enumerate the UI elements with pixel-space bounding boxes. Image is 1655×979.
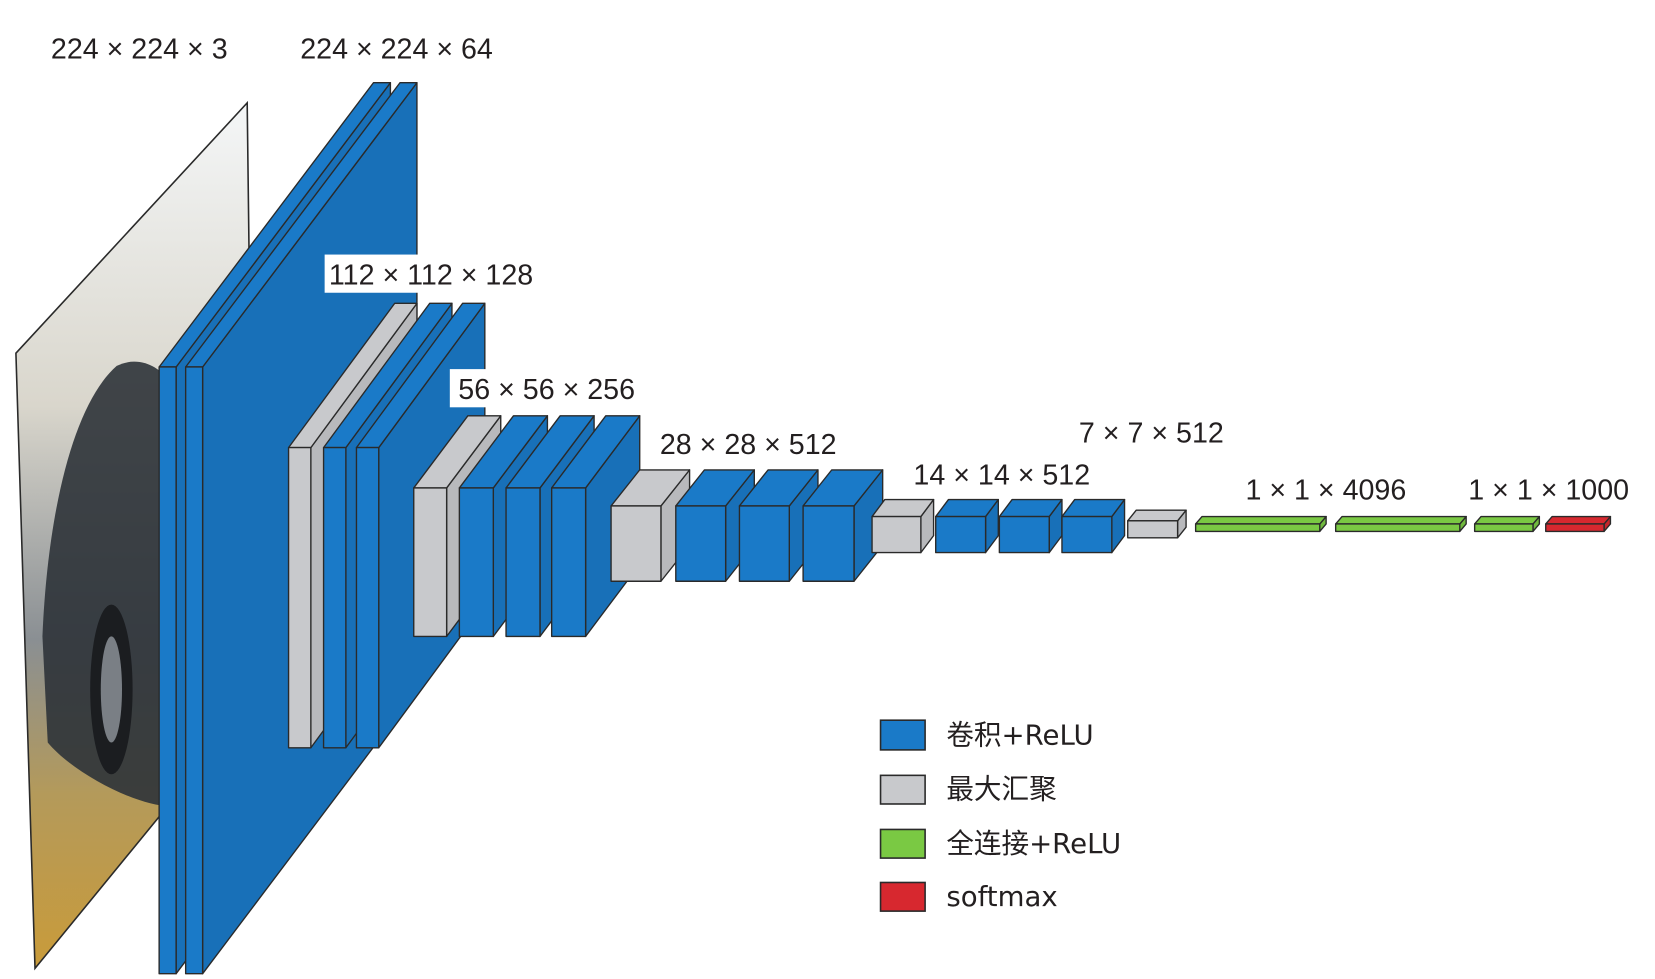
pool-layer-front bbox=[1127, 520, 1179, 539]
legend-label: 最大汇聚 bbox=[946, 773, 1056, 806]
label-block3: 56 × 56 × 256 bbox=[458, 374, 635, 406]
conv-layer-front bbox=[802, 505, 855, 582]
conv-layer-front bbox=[738, 505, 790, 582]
fc-layer-front bbox=[1473, 523, 1534, 533]
fc-layer-front bbox=[1334, 523, 1461, 533]
legend-label: 全连接+ReLU bbox=[946, 827, 1121, 860]
conv-layer-front bbox=[935, 515, 987, 554]
layer-stack bbox=[158, 82, 1612, 975]
softmax-layer-front bbox=[1545, 523, 1605, 533]
fc-layer-front bbox=[1194, 523, 1321, 533]
conv-layer-front bbox=[458, 487, 495, 638]
pool-layer-top bbox=[1127, 509, 1187, 522]
conv-layer-front bbox=[675, 505, 727, 582]
conv-layer-front bbox=[1061, 515, 1113, 554]
conv-layer-front bbox=[322, 446, 347, 749]
fc-layer-top bbox=[1473, 515, 1541, 525]
conv-layer-front bbox=[550, 487, 587, 638]
pool-layer-front bbox=[287, 446, 312, 749]
pool-layer-front bbox=[413, 487, 448, 638]
legend-item-softmax: softmax bbox=[879, 880, 1058, 913]
fc-layer-top bbox=[1334, 515, 1467, 525]
label-output: 1 × 1 × 1000 bbox=[1468, 475, 1629, 507]
legend-item-fc: 全连接+ReLU bbox=[879, 827, 1121, 860]
fc-layer-top bbox=[1194, 515, 1327, 525]
conv-layer-front bbox=[355, 446, 380, 749]
label-input: 224 × 224 × 3 bbox=[51, 33, 228, 65]
conv-layer-front bbox=[998, 515, 1050, 554]
car-silhouette bbox=[42, 361, 170, 807]
dimension-labels: 224 × 224 × 3 224 × 224 × 64 112 × 112 ×… bbox=[51, 33, 1629, 506]
legend: 卷积+ReLU 最大汇聚 全连接+ReLU softmax bbox=[879, 719, 1121, 913]
legend-item-pool: 最大汇聚 bbox=[879, 773, 1057, 806]
label-block4: 28 × 28 × 512 bbox=[660, 429, 837, 461]
legend-item-conv: 卷积+ReLU bbox=[879, 719, 1094, 752]
conv-layer-front bbox=[505, 487, 541, 638]
label-block1: 224 × 224 × 64 bbox=[300, 33, 493, 65]
softmax-layer-top bbox=[1545, 515, 1612, 525]
legend-label: softmax bbox=[946, 880, 1057, 913]
legend-label: 卷积+ReLU bbox=[946, 719, 1093, 752]
label-pool5: 7 × 7 × 512 bbox=[1079, 417, 1224, 449]
label-fc: 1 × 1 × 4096 bbox=[1245, 475, 1406, 507]
label-block2: 112 × 112 × 128 bbox=[329, 259, 533, 291]
conv-layer-front bbox=[158, 366, 177, 975]
pool-layer-front bbox=[610, 505, 662, 582]
pool-layer-front bbox=[871, 515, 922, 554]
conv-layer-front bbox=[184, 366, 204, 975]
label-block5: 14 × 14 × 512 bbox=[913, 460, 1090, 492]
